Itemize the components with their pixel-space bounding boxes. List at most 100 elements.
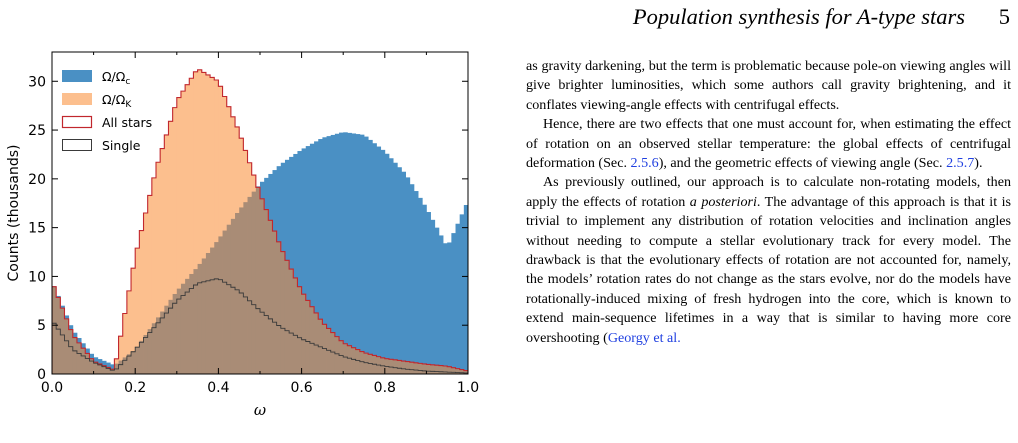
overlap-bar: [451, 367, 456, 374]
histogram-chart: 0.0 0.2 0.4 0.6 0.8 1.0 0 5 10 15 20 25 30 Ω/Ωc Ω/ΩK…: [6, 51, 479, 419]
omega-k-bar: [122, 313, 128, 374]
omega-c-bar: [301, 148, 307, 374]
paragraph-2: Hence, there are two effects that one mu…: [526, 116, 1011, 172]
x-tick-label: 0.4: [207, 380, 229, 396]
x-tick-label: 1.0: [457, 380, 479, 396]
overlap-bar: [147, 329, 153, 374]
page-number: 5: [998, 4, 1010, 29]
omega-c-bar: [397, 167, 402, 374]
overlap-bar: [268, 220, 273, 374]
section-ref-2-5-6[interactable]: 2.5.6: [630, 155, 659, 172]
overlap-bar: [126, 354, 132, 374]
overlap-bar: [226, 224, 232, 374]
omega-c-bar: [368, 139, 373, 374]
omega-k-bar: [135, 248, 140, 374]
omega-c-bar: [380, 149, 386, 374]
omega-c-bar: [289, 156, 294, 374]
overlap-bar: [455, 368, 461, 374]
overlap-bar: [214, 242, 219, 374]
y-axis-label: Counts (thousands): [6, 145, 22, 282]
overlap-bar: [430, 364, 436, 374]
omega-c-bar: [405, 177, 411, 374]
overlap-bars: [52, 187, 468, 374]
omega-k-bar: [156, 162, 161, 374]
overlap-bar: [135, 346, 140, 374]
axis-ticks: 0.0 0.2 0.4 0.6 0.8 1.0 0 5 10 15 20 25 30: [28, 52, 479, 396]
legend-label-single: Single: [102, 138, 141, 153]
overlap-bar: [247, 196, 253, 374]
overlap-bar: [68, 329, 74, 374]
omega-c-bar: [438, 235, 444, 374]
overlap-bar: [131, 351, 136, 374]
overlap-bar: [93, 362, 99, 374]
overlap-bar: [351, 347, 357, 374]
overlap-bar: [260, 198, 265, 374]
legend: Ω/Ωc Ω/ΩK All stars Single: [61, 69, 152, 153]
overlap-bar: [52, 286, 57, 374]
overlap-bar: [185, 278, 190, 374]
overlap-bar: [60, 308, 65, 374]
overlap-bar: [438, 365, 444, 374]
overlap-bar: [343, 343, 348, 374]
overlap-bar: [197, 263, 203, 374]
y-tick-label: 20: [28, 172, 46, 188]
omega-c-bar: [322, 137, 327, 374]
omega-c-bar: [430, 219, 436, 374]
omega-k-bar: [214, 80, 219, 374]
omega-k-bar: [185, 84, 190, 374]
running-title: Population synthesis for A-type stars: [632, 4, 965, 29]
overlap-bar: [205, 253, 211, 374]
omega-c-bar: [422, 204, 427, 374]
overlap-bar: [284, 260, 290, 374]
omega-c-bar: [314, 141, 319, 374]
omega-k-bar: [218, 86, 223, 374]
overlap-bar: [334, 336, 340, 374]
omega-c-bar: [376, 146, 382, 374]
omega-c-bar: [305, 146, 311, 374]
overlap-bar: [156, 317, 161, 374]
omega-c-bar: [309, 143, 315, 374]
omega-c-bar: [339, 132, 344, 374]
omega-c-bar: [293, 153, 298, 374]
overlap-bar: [64, 318, 70, 374]
omega-k-bar: [147, 195, 153, 374]
section-ref-2-5-7[interactable]: 2.5.7: [946, 155, 975, 172]
omega-c-bar: [459, 214, 465, 374]
overlap-bar: [289, 269, 294, 374]
overlap-bar: [89, 358, 94, 374]
overlap-bar: [239, 207, 244, 374]
citation-georgy[interactable]: Georgy et al.: [607, 329, 681, 346]
overlap-bar: [301, 294, 307, 374]
overlap-bar: [401, 361, 406, 374]
figure: 0.0 0.2 0.4 0.6 0.8 1.0 0 5 10 15 20 25 30 Ω/Ωc Ω/ΩK…: [0, 40, 490, 440]
overlap-bar: [151, 323, 157, 374]
overlap-bar: [251, 191, 257, 374]
omega-k-bar: [164, 134, 169, 374]
y-tick-label: 25: [28, 123, 46, 139]
omega-k-bar: [189, 78, 194, 374]
legend-swatch-omega-c: [62, 70, 92, 82]
overlap-bar: [180, 283, 186, 374]
omega-k-bar: [168, 121, 174, 374]
overlap-bar: [264, 209, 269, 374]
overlap-bar: [172, 293, 178, 374]
omega-c-bar: [434, 227, 440, 374]
overlap-bar: [101, 365, 107, 374]
overlap-bar: [447, 366, 452, 374]
overlap-bar: [368, 354, 373, 374]
y-tick-label: 5: [37, 318, 46, 334]
overlap-bar: [193, 269, 198, 374]
overlap-bar: [326, 328, 332, 374]
legend-swatch-omega-k: [62, 93, 92, 105]
overlap-bar: [97, 363, 103, 374]
overlap-bar: [276, 241, 282, 374]
omega-k-bar: [176, 97, 182, 374]
omega-c-bar: [343, 132, 348, 374]
omega-c-bar: [355, 134, 361, 374]
overlap-bar: [297, 286, 302, 374]
omega-c-bar: [418, 197, 423, 374]
overlap-bar: [355, 349, 361, 374]
omega-k-bar: [210, 77, 215, 374]
plot-area: [52, 69, 468, 374]
omega-c-bar: [334, 133, 340, 374]
